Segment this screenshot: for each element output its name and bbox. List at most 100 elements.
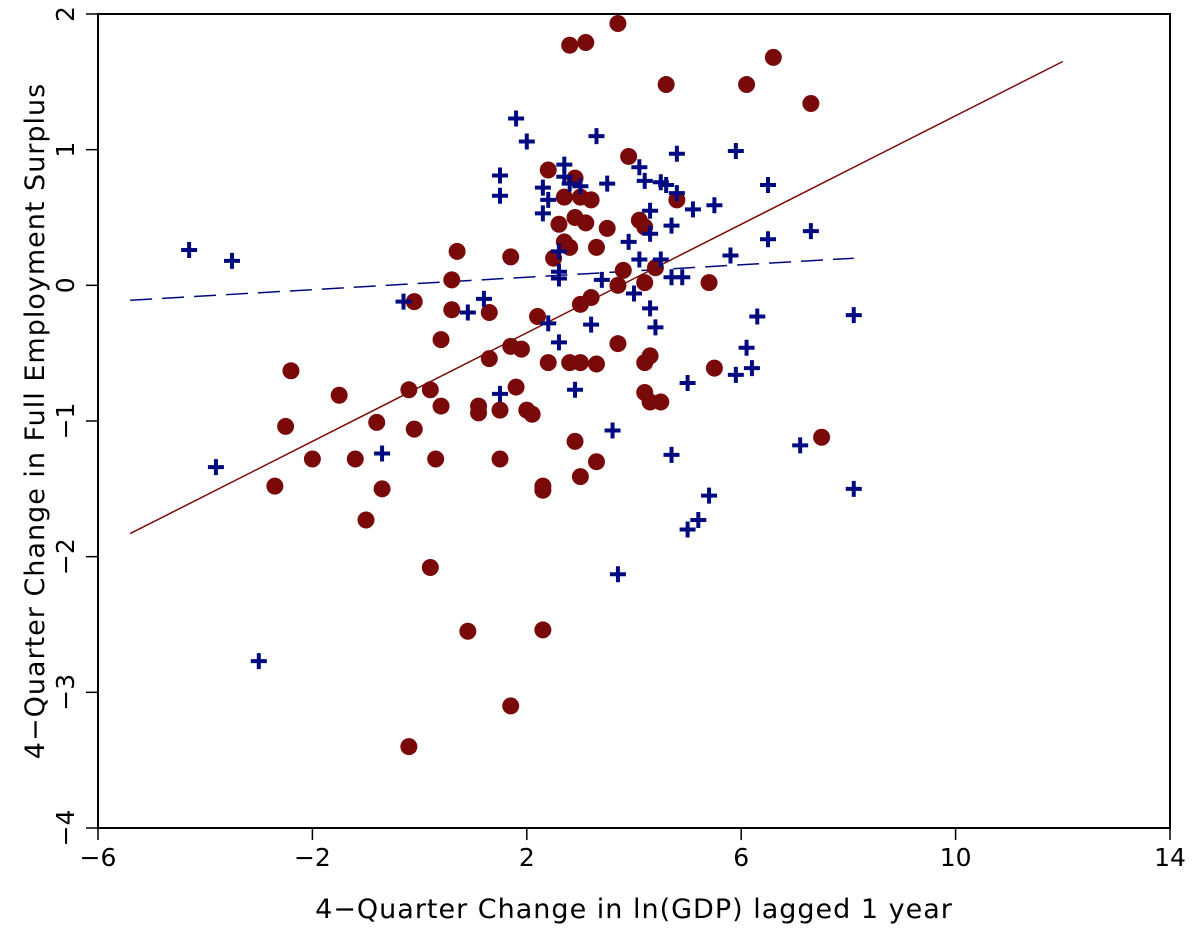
circle-point <box>400 738 418 756</box>
circle-point <box>705 359 723 377</box>
plus-point <box>679 521 696 538</box>
circle-point <box>577 214 595 232</box>
circle-point <box>502 248 520 266</box>
plus-point <box>727 366 744 383</box>
circle-point <box>587 453 605 471</box>
circle-point <box>550 215 568 233</box>
circle-point <box>738 76 756 94</box>
dashed-fit-line <box>130 257 854 302</box>
circle-point <box>405 420 423 438</box>
plus-point <box>540 315 557 332</box>
circle-point <box>577 33 595 51</box>
plus-point <box>475 290 492 307</box>
plus-point <box>550 334 567 351</box>
plus-point <box>492 187 508 204</box>
circle-point <box>571 295 589 313</box>
plus-point <box>743 360 760 377</box>
circle-point <box>512 340 530 358</box>
plus-point <box>642 202 659 219</box>
circle-point <box>432 397 450 415</box>
circle-point <box>609 335 627 353</box>
circle-point <box>657 76 675 94</box>
circle-point <box>373 480 391 498</box>
circle-point <box>282 362 300 380</box>
plus-point <box>620 233 637 250</box>
plus-point <box>459 304 476 321</box>
circle-point <box>480 303 498 321</box>
plus-point <box>631 251 648 268</box>
circle-point <box>357 511 375 529</box>
circle-point <box>266 477 284 495</box>
plus-point <box>492 167 508 184</box>
plus-point <box>534 205 551 222</box>
circle-point <box>813 428 831 446</box>
plus-point <box>658 176 675 193</box>
plus-point <box>181 242 198 259</box>
circle-point <box>614 261 632 279</box>
plus-point <box>690 512 707 529</box>
circle-point <box>534 481 552 499</box>
circle-point <box>523 405 541 423</box>
plus-point <box>636 172 653 189</box>
plus-point <box>727 143 744 160</box>
circle-point <box>539 161 557 179</box>
data-points <box>181 14 862 756</box>
plus-point <box>663 446 680 463</box>
plus-point <box>374 445 391 462</box>
circle-point <box>764 48 782 66</box>
plus-point <box>792 437 809 454</box>
plus-point <box>572 178 589 195</box>
circle-point <box>330 386 348 404</box>
plus-point <box>561 175 578 192</box>
x-tick-label: 14 <box>1154 843 1186 872</box>
plus-point <box>492 385 508 402</box>
circle-point <box>368 413 386 431</box>
plus-point <box>642 225 659 242</box>
x-axis-title: 4−Quarter Change in ln(GDP) lagged 1 yea… <box>315 894 953 925</box>
y-tick-label: 1 <box>51 142 80 158</box>
plus-point <box>749 308 766 325</box>
circle-point <box>561 36 579 54</box>
plus-point <box>534 179 551 196</box>
circle-point <box>502 697 520 715</box>
circle-point <box>539 354 557 372</box>
circle-point <box>571 354 589 372</box>
circle-point <box>636 274 654 292</box>
y-tick-label: −2 <box>51 538 80 575</box>
x-tick-label: 10 <box>940 843 972 872</box>
x-tick-label: 2 <box>519 843 535 872</box>
plus-point <box>845 480 862 497</box>
x-tick-label: 6 <box>733 843 749 872</box>
circle-point <box>405 293 423 311</box>
plot-frame <box>97 13 1171 829</box>
circle-point <box>529 308 547 326</box>
plus-point <box>518 133 535 150</box>
plus-point <box>599 175 616 192</box>
circle-point <box>609 276 627 294</box>
plus-point <box>550 243 567 260</box>
x-axis: −6 −2 2 6 10 14 <box>80 828 1186 872</box>
circle-point <box>555 188 573 206</box>
plus-point <box>604 422 621 439</box>
circle-point <box>587 355 605 373</box>
circle-point <box>443 301 461 319</box>
plus-point <box>760 231 776 248</box>
plus-point <box>207 459 224 476</box>
plus-point <box>508 110 525 127</box>
plus-point <box>845 307 862 324</box>
circle-point <box>507 378 525 396</box>
plus-point <box>224 252 240 269</box>
circle-point <box>534 621 552 639</box>
circle-point <box>421 381 439 399</box>
circle-point <box>491 450 509 468</box>
circle-point <box>636 354 654 372</box>
circle-point <box>480 350 498 368</box>
circle-point <box>700 274 718 292</box>
x-tick-label: −6 <box>80 843 117 872</box>
circle-point <box>566 432 584 450</box>
plus-point <box>679 375 696 392</box>
plus-point <box>760 176 776 193</box>
circle-point <box>470 404 488 422</box>
circle-point <box>459 622 477 640</box>
